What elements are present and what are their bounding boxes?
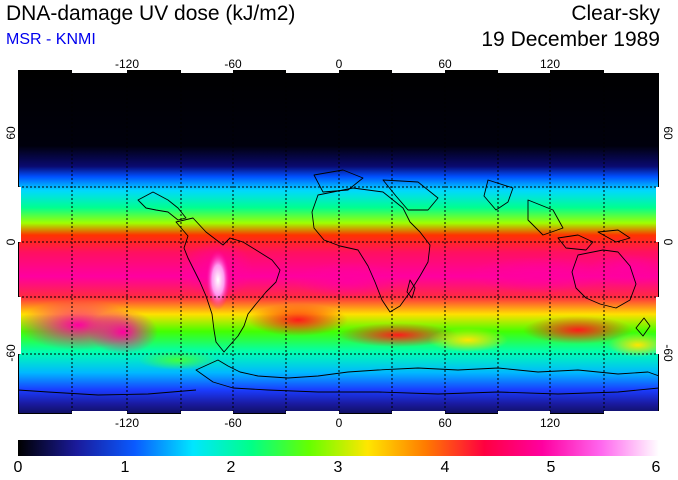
australia-outline [571, 249, 637, 309]
bottom-lon-tick: -60 [224, 416, 242, 430]
bottom-lon-tick: -120 [114, 416, 140, 430]
top-lon-tick: -120 [114, 57, 140, 71]
top-lon-tick: 120 [539, 57, 561, 71]
colorbar-gradient [18, 440, 659, 456]
colorbar-tick-label: 5 [546, 459, 556, 476]
uv-moderate-region [608, 333, 659, 357]
colorbar-tick-label: 2 [226, 459, 236, 476]
central-america-outline [137, 191, 187, 221]
uv-high-region [248, 304, 348, 336]
map-title: DNA-damage UV dose (kJ/m2) [6, 2, 296, 25]
right-lat-tick: 60 [661, 126, 675, 140]
bottom-lon-tick: 0 [335, 416, 343, 430]
uv-high-region [338, 323, 458, 347]
south-america-outline [175, 217, 281, 353]
colorbar-tick-label: 0 [13, 459, 23, 476]
uv-dose-map [18, 70, 659, 414]
bottom-lon-tick: 60 [438, 416, 452, 430]
europe-outline [313, 169, 364, 193]
coastlines [18, 169, 659, 396]
left-lat-tick: -60 [4, 344, 18, 362]
colorbar-tick-label: 3 [333, 459, 343, 476]
sky-condition-label: Clear-sky [571, 2, 660, 25]
andes-uv-hotspot [206, 250, 230, 310]
antarctica-outline [195, 359, 659, 395]
new-guinea-outline [597, 229, 631, 243]
uv-maximum-region [468, 257, 608, 293]
antarctica-coast-west [18, 389, 197, 396]
uv-maximum-region [588, 254, 659, 286]
new-zealand-outline [635, 317, 651, 337]
map-frame [18, 70, 659, 414]
indonesia-outline [557, 234, 594, 251]
left-lat-tick: 60 [4, 126, 18, 140]
source-label: MSR - KNMI [6, 31, 96, 48]
right-lat-tick: 0 [661, 238, 675, 246]
top-lon-tick: 0 [335, 57, 343, 71]
date-label: 19 December 1989 [481, 28, 660, 51]
bottom-lon-tick: 120 [539, 416, 561, 430]
uv-maximum-region [88, 310, 158, 354]
uv-moderate-region [428, 328, 508, 352]
south-asia-outline [483, 179, 514, 211]
top-lon-tick: 60 [438, 57, 452, 71]
madagascar-outline [406, 279, 416, 299]
uv-maximum-region [293, 262, 403, 298]
right-lat-tick: -60 [661, 344, 675, 362]
top-lon-tick: -60 [224, 57, 242, 71]
middle-east-outline [382, 179, 439, 211]
graticule [18, 70, 659, 414]
colorbar-tick-label: 6 [651, 459, 661, 476]
uv-low-region [138, 350, 218, 370]
left-lat-tick: 0 [4, 238, 18, 246]
southeast-asia-outline [527, 199, 564, 236]
colorbar [18, 440, 659, 456]
africa-outline [311, 187, 431, 313]
colorbar-tick-label: 1 [120, 459, 130, 476]
colorbar-tick-label: 4 [440, 459, 450, 476]
